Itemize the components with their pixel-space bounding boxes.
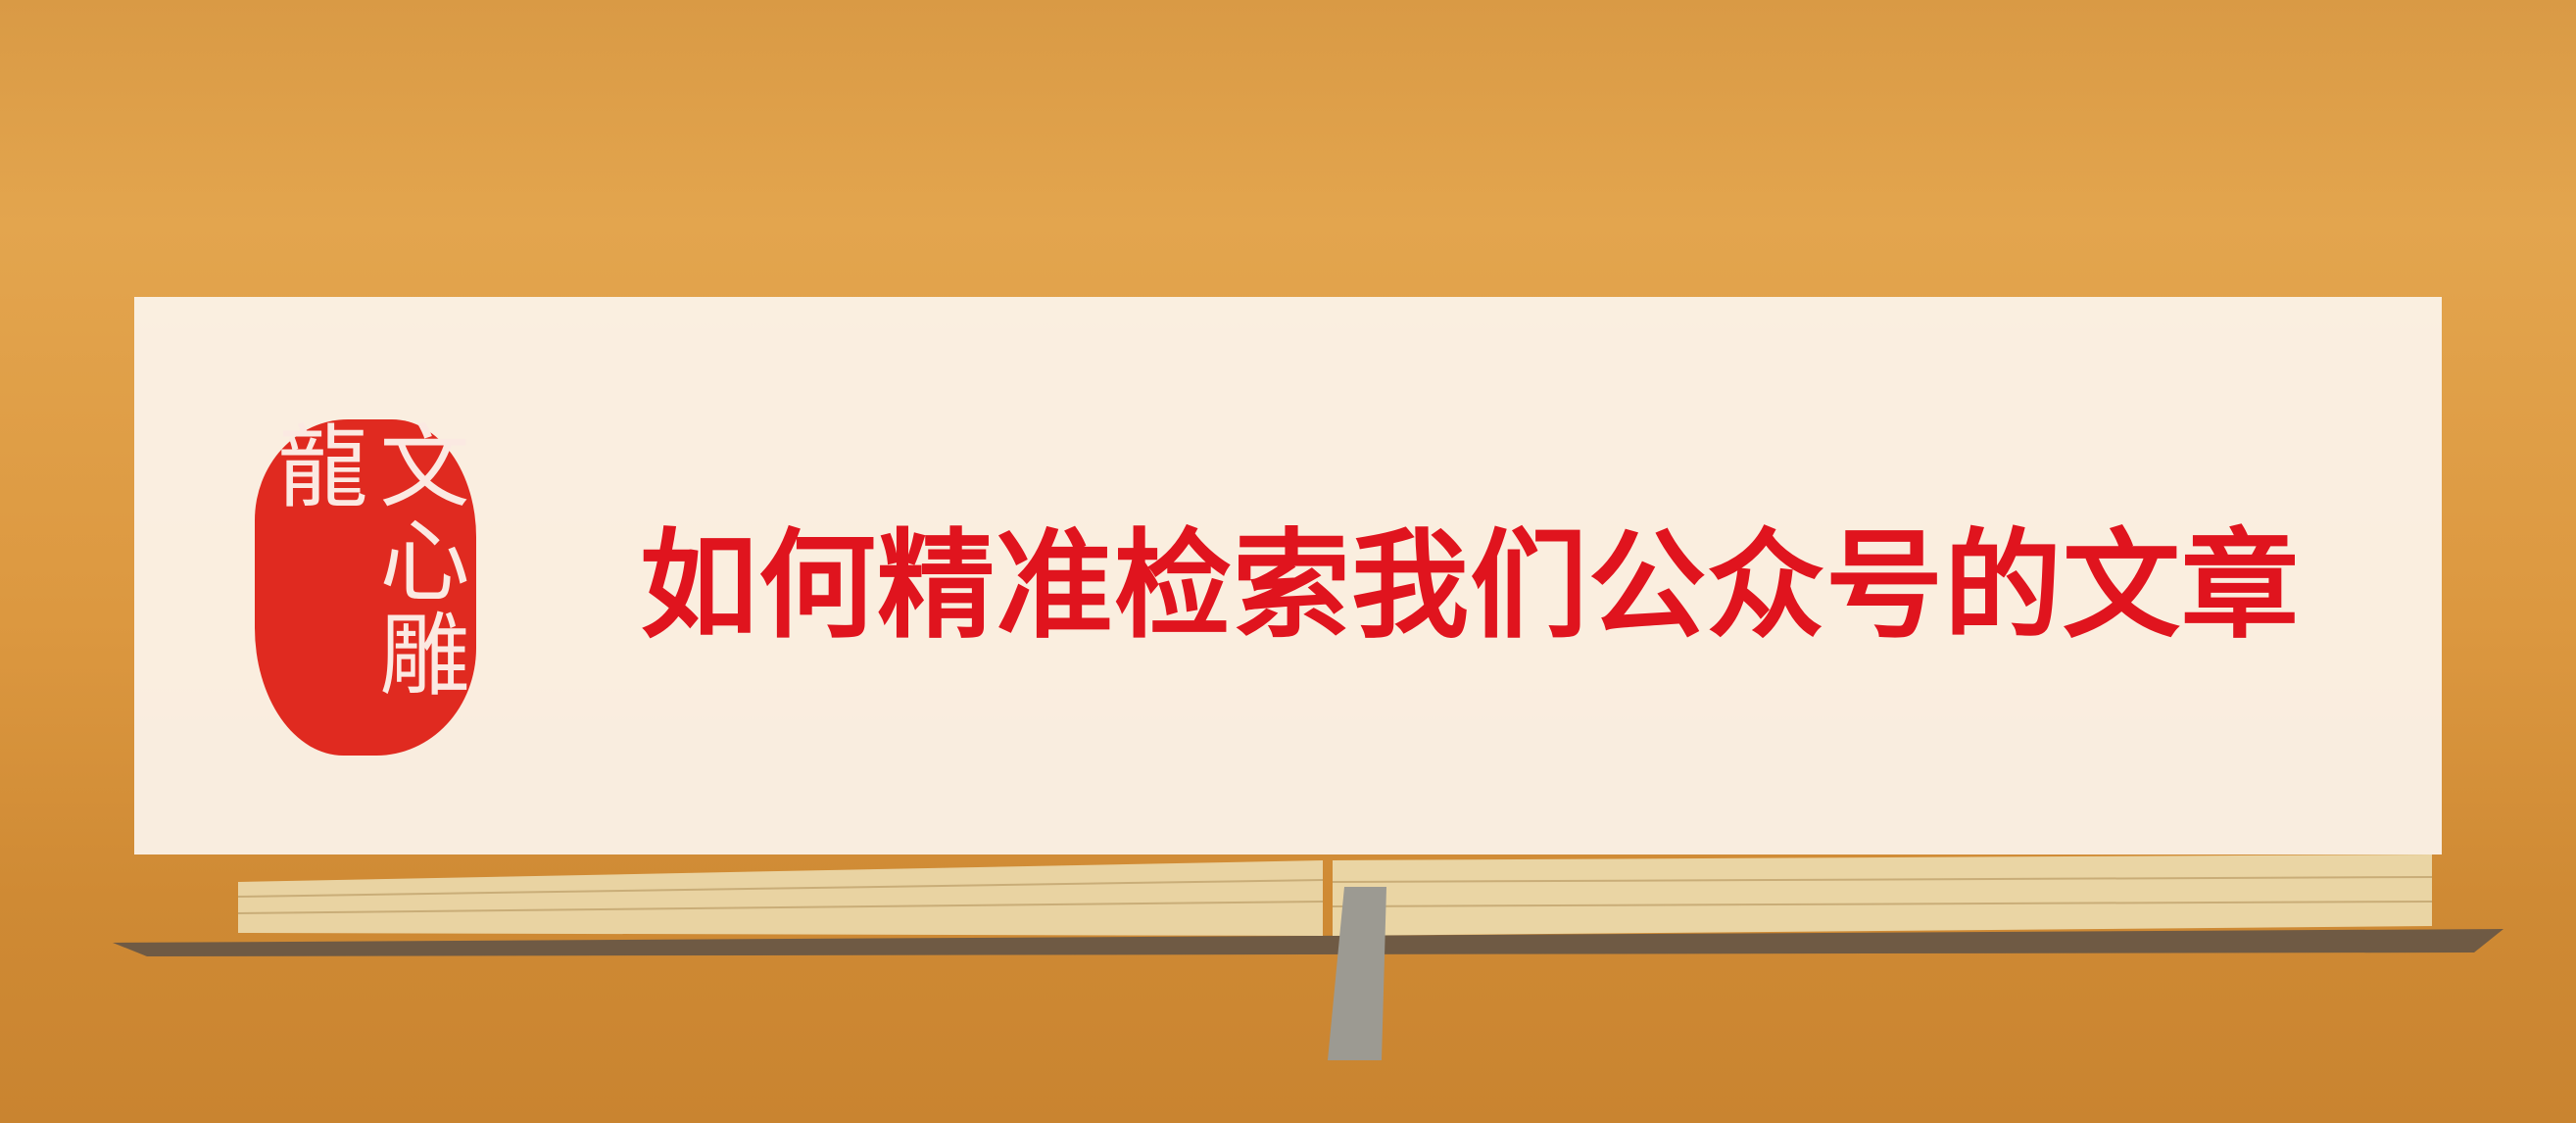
- book-cover: [113, 929, 2503, 956]
- left-pages: [238, 860, 1323, 936]
- seal: 文心雕龍: [255, 419, 476, 756]
- title-panel: [134, 297, 2442, 854]
- title: 如何精准检索我们公众号的文章: [640, 516, 2300, 655]
- right-pages: [1333, 854, 2432, 936]
- page-edges: [237, 876, 2433, 914]
- bookmark-ribbon: [1328, 887, 1386, 1060]
- seal-text: 文心雕龍: [263, 419, 469, 702]
